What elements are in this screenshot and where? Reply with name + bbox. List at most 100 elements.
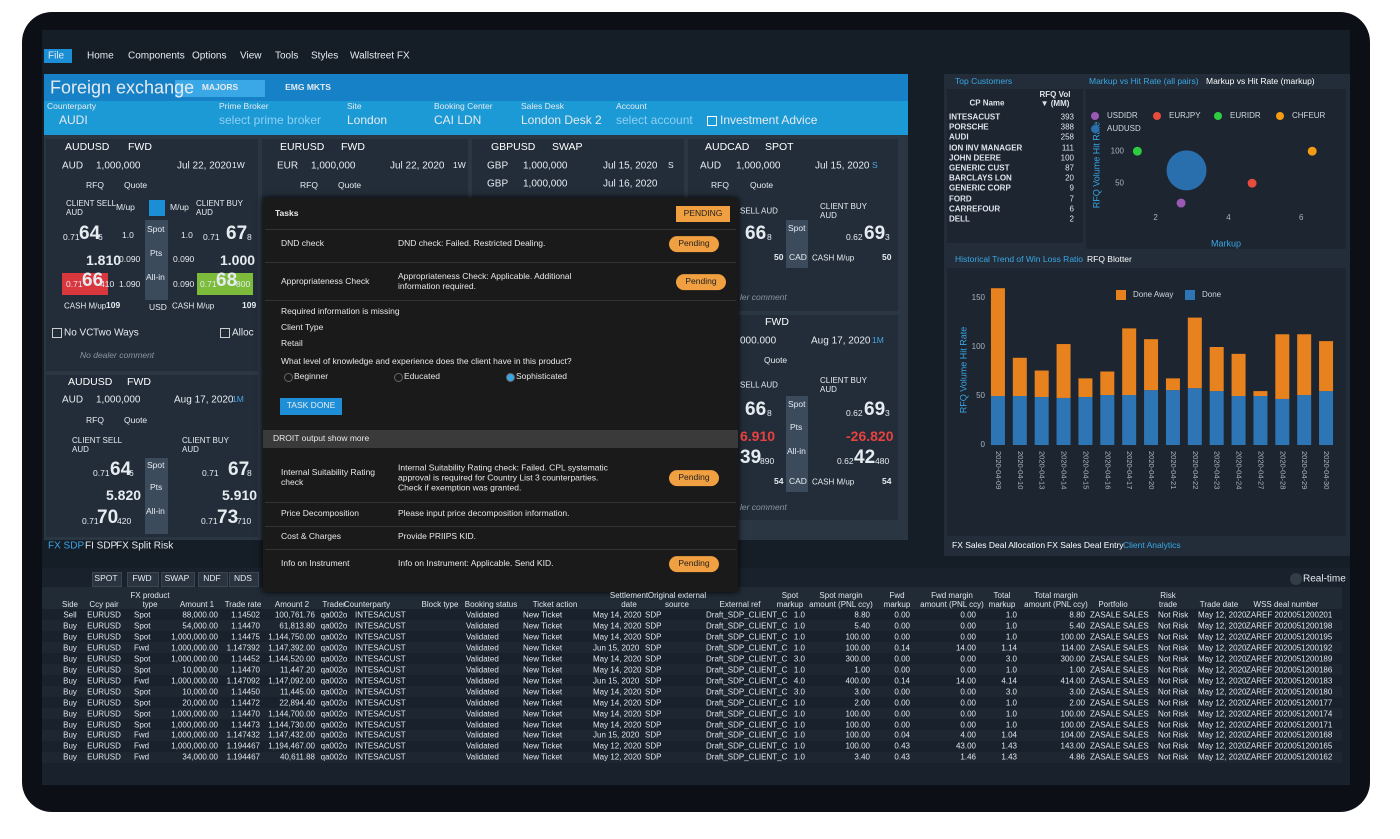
tile-text[interactable]: Quote (338, 180, 362, 191)
tile-text[interactable]: RFQ (86, 180, 104, 191)
filter-button[interactable] (161, 572, 195, 587)
field-value[interactable]: select account (616, 113, 693, 128)
menu-item[interactable]: Components (128, 50, 185, 62)
column-header[interactable]: WSS deal number (1253, 599, 1319, 609)
status-pill[interactable]: Pending (669, 470, 719, 486)
tab[interactable]: FX SDP (48, 540, 85, 552)
column-header[interactable]: Fwd markup (883, 591, 911, 609)
tab[interactable]: FX Sales Deal Allocation (952, 540, 1046, 551)
column-header[interactable]: External ref (719, 599, 761, 609)
column-header[interactable]: Amount 1 (179, 599, 215, 609)
checkbox-label[interactable]: Investment Advice (720, 113, 818, 128)
column-header[interactable]: Portfolio (1098, 599, 1128, 609)
menu-item[interactable]: View (240, 50, 262, 62)
column-header[interactable]: Side (61, 599, 78, 609)
column-header[interactable]: Block type (421, 599, 459, 609)
column-header[interactable]: Amount 2 (274, 599, 310, 609)
tile-text[interactable]: Quote (124, 415, 148, 426)
column-header[interactable]: Risk trade (1158, 591, 1178, 609)
tab[interactable]: FI SDP (85, 540, 118, 552)
tile-text[interactable]: CLIENT SELL AUD (66, 198, 116, 217)
tile-text[interactable]: SELL AUD (740, 380, 778, 390)
tab[interactable]: FX Split Risk (116, 540, 174, 552)
radio-label[interactable]: Sophisticated (516, 371, 568, 382)
field-value[interactable]: select prime broker (219, 113, 322, 128)
filter-label[interactable]: SWAP (164, 573, 190, 584)
filter-button[interactable] (92, 572, 122, 587)
column-header[interactable]: Trader (322, 599, 346, 609)
column-header[interactable]: Total markup (988, 591, 1016, 609)
tile-text[interactable]: RFQ (86, 415, 104, 426)
tab[interactable]: Markup vs Hit Rate (all pairs) (1089, 76, 1199, 87)
filter-button[interactable] (127, 572, 159, 587)
tile-text[interactable]: CLIENT BUY AUD (182, 435, 229, 454)
tile-text[interactable]: CLIENT BUY AUD (196, 198, 243, 217)
menu-item[interactable]: Home (87, 50, 114, 62)
column-header[interactable]: Settlement date (609, 591, 649, 609)
button-label[interactable]: TASK DONE (286, 400, 336, 411)
column-header[interactable]: Original external source (647, 591, 707, 609)
section-toggle[interactable]: DROIT output show more (273, 433, 370, 444)
column-header[interactable]: Trade rate (224, 599, 262, 609)
task-done-button[interactable] (280, 398, 342, 415)
column-header[interactable]: Spot markup (776, 591, 804, 609)
filter-label[interactable]: FWD (132, 573, 152, 584)
field-value[interactable]: London (347, 113, 388, 128)
filter-label[interactable]: NDF (203, 573, 221, 584)
menu-item[interactable]: Styles (311, 50, 339, 62)
droit-bar[interactable] (263, 430, 738, 448)
filter-label[interactable]: NDS (234, 573, 252, 584)
column-header[interactable]: FX product type (130, 591, 170, 609)
filter-button[interactable] (229, 572, 259, 587)
tile-text[interactable]: RFQ (711, 180, 729, 191)
column-header[interactable]: Ccy pair (89, 599, 119, 609)
tile-text[interactable]: CLIENT BUY AUD (820, 375, 867, 394)
status-pill[interactable]: Pending (669, 236, 719, 252)
status-pill[interactable]: Pending (669, 556, 719, 572)
tab[interactable]: Top Customers (955, 76, 1013, 87)
status-pill[interactable]: Pending (676, 274, 726, 290)
tab[interactable]: RFQ Blotter (1087, 254, 1132, 265)
radio[interactable] (284, 373, 293, 382)
column-header[interactable]: Fwd margin amount (PNL ccy) (920, 591, 984, 609)
tab[interactable]: Historical Trend of Win Loss Ratio (955, 254, 1084, 265)
sell-price-box[interactable] (62, 273, 108, 295)
radio[interactable] (394, 373, 403, 382)
column-header[interactable]: Ticket action (532, 599, 578, 609)
column-header[interactable]: Total margin amount (PNL ccy) (1024, 591, 1088, 609)
column-header[interactable]: Booking status (464, 599, 518, 609)
filter-label[interactable]: SPOT (94, 573, 118, 584)
tile-text[interactable]: Quote (124, 180, 148, 191)
tab[interactable]: EMG MKTS (285, 82, 331, 93)
tile-text[interactable]: CLIENT SELL AUD (72, 435, 122, 454)
radio[interactable] (506, 373, 515, 382)
tab[interactable]: Markup vs Hit Rate (markup) (1206, 76, 1315, 87)
radio-label[interactable]: Beginner (294, 371, 329, 382)
tab[interactable]: FX Sales Deal Entry (1047, 540, 1124, 551)
menu-item[interactable]: Wallstreet FX (350, 50, 410, 62)
tile-text[interactable]: RFQ (300, 180, 318, 191)
tile-text[interactable]: CLIENT BUY AUD (820, 201, 867, 220)
tile-text[interactable]: Quote (764, 355, 788, 366)
tile-text[interactable]: Quote (750, 180, 774, 191)
field-value[interactable]: CAI LDN (434, 113, 482, 128)
menu-item[interactable]: Options (192, 50, 227, 62)
checkbox[interactable] (220, 328, 230, 338)
tab[interactable]: MAJORS (201, 82, 239, 93)
menu-item[interactable]: File (48, 50, 65, 62)
column-header[interactable]: Trade date (1199, 599, 1239, 609)
lock-button[interactable] (149, 200, 165, 216)
column-header[interactable]: Spot margin amount (PNL ccy) (809, 591, 873, 609)
tab[interactable]: Client Analytics (1123, 540, 1181, 551)
checkbox[interactable] (52, 328, 62, 338)
menu-item[interactable]: Tools (275, 50, 299, 62)
field-value[interactable]: London Desk 2 (521, 113, 602, 128)
radio-label[interactable]: Educated (404, 371, 440, 382)
column-header[interactable]: Counterparty (343, 599, 391, 609)
filter-button[interactable] (198, 572, 228, 587)
toggle-label[interactable]: Real-time (1303, 573, 1346, 585)
buy-price-box[interactable] (197, 273, 253, 295)
checkbox[interactable] (707, 116, 717, 126)
tile-text[interactable]: SELL AUD (740, 206, 778, 216)
toggle[interactable] (1290, 573, 1302, 585)
